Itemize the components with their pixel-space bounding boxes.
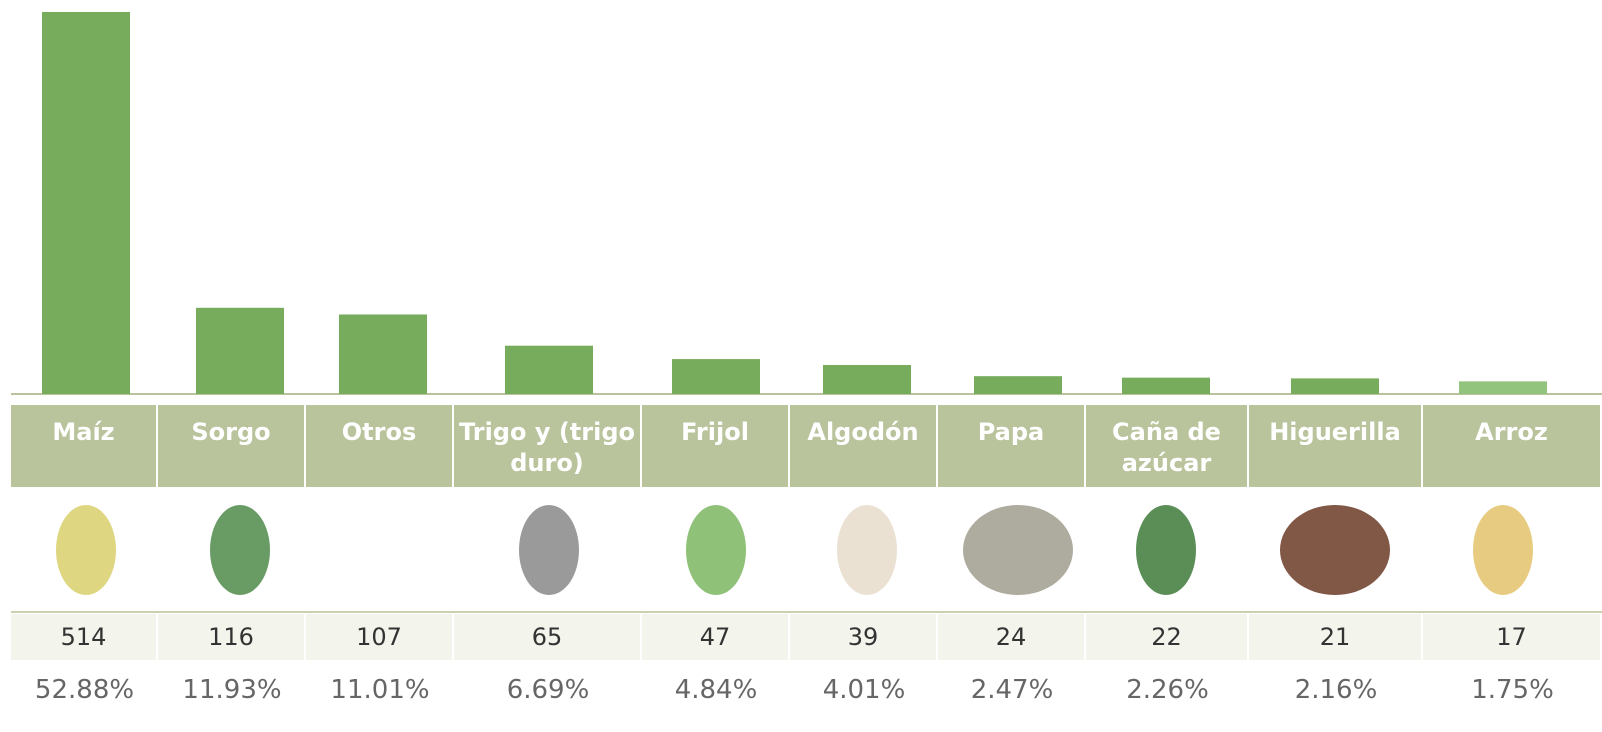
value-label: 22 xyxy=(1086,614,1249,660)
bar xyxy=(1122,377,1210,394)
category-label: Caña de azúcar xyxy=(1086,405,1249,487)
crop-icon xyxy=(1473,505,1533,595)
crop-icon xyxy=(1280,505,1390,595)
bar xyxy=(1459,381,1547,394)
value-label: 107 xyxy=(306,614,454,660)
category-label: Trigo y (trigo duro) xyxy=(454,405,642,487)
value-label: 514 xyxy=(11,614,158,660)
percent-label: 2.16% xyxy=(1294,675,1378,705)
bar xyxy=(823,365,911,394)
bar xyxy=(974,376,1062,394)
category-label: Papa xyxy=(938,405,1086,487)
value-label: 65 xyxy=(454,614,642,660)
value-label: 39 xyxy=(790,614,938,660)
crop-icon xyxy=(686,505,746,595)
percent-label: 11.93% xyxy=(182,675,282,705)
crop-icon xyxy=(210,505,270,595)
value-label: 47 xyxy=(642,614,790,660)
percent-label: 6.69% xyxy=(506,675,590,705)
category-label: Algodón xyxy=(790,405,938,487)
percent-label: 4.01% xyxy=(822,675,906,705)
crop-icon xyxy=(56,505,116,595)
value-label: 17 xyxy=(1423,614,1602,660)
crop-icon xyxy=(519,505,579,595)
percent-label: 4.84% xyxy=(674,675,758,705)
crop-icon xyxy=(963,505,1073,595)
category-label: Maíz xyxy=(11,405,158,487)
percent-label: 2.26% xyxy=(1126,675,1209,705)
bar xyxy=(672,359,760,394)
category-label: Frijol xyxy=(642,405,790,487)
bar xyxy=(196,307,284,394)
value-label: 21 xyxy=(1249,614,1423,660)
value-label: 116 xyxy=(158,614,306,660)
bar xyxy=(1291,378,1379,394)
category-label: Sorgo xyxy=(158,405,306,487)
category-label: Otros xyxy=(306,405,454,487)
value-label: 24 xyxy=(938,614,1086,660)
crop-icon xyxy=(1136,505,1196,595)
crop-icon xyxy=(837,505,897,595)
bar xyxy=(505,345,593,394)
percent-label: 2.47% xyxy=(970,675,1054,705)
percent-label: 11.01% xyxy=(330,675,430,705)
category-label: Arroz xyxy=(1423,405,1602,487)
bar xyxy=(42,12,130,394)
category-label: Higuerilla xyxy=(1249,405,1423,487)
percent-label: 1.75% xyxy=(1471,675,1554,705)
percent-label: 52.88% xyxy=(34,675,135,705)
bar xyxy=(339,314,427,394)
